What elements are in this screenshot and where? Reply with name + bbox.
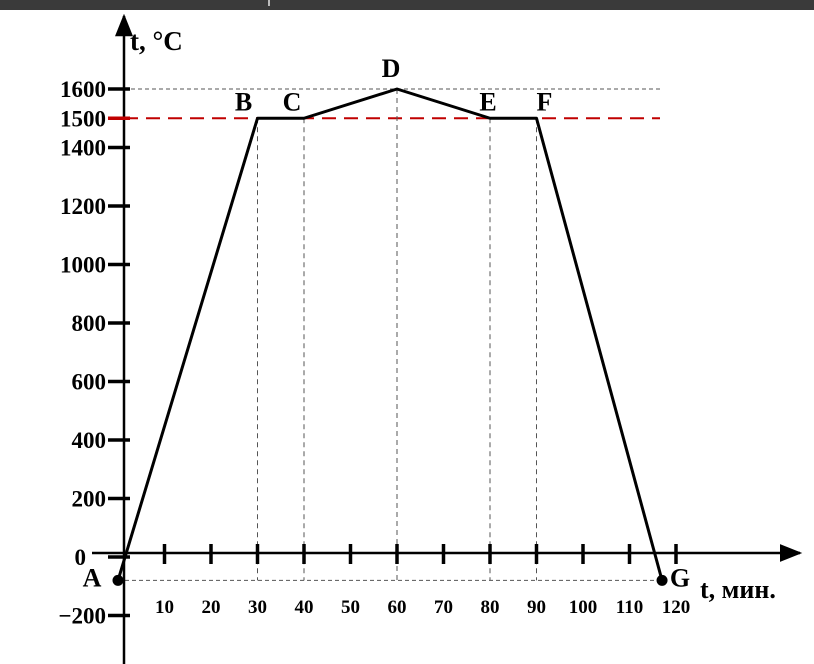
x-tick-label-120: 120 [662, 597, 691, 618]
point-label-G: G [670, 563, 690, 592]
x-tick-label-110: 110 [616, 597, 643, 618]
x-tick-label-50: 50 [341, 597, 360, 618]
x-tick-label-70: 70 [434, 597, 453, 618]
x-tick-label-20: 20 [202, 597, 221, 618]
point-marker-G [656, 574, 668, 586]
point-label-B: B [235, 87, 252, 116]
y-tick-label-1400: 1400 [60, 136, 106, 161]
y-tick-label-1200: 1200 [60, 194, 106, 219]
y-tick-label-400: 400 [72, 428, 107, 453]
point-label-E: E [479, 87, 496, 116]
x-tick-label-40: 40 [295, 597, 314, 618]
point-label-C: C [283, 87, 302, 116]
x-tick-label-10: 10 [155, 597, 174, 618]
x-tick-label-60: 60 [388, 597, 407, 618]
y-tick-label-200: 200 [72, 487, 107, 512]
y-tick-label-1600: 1600 [60, 77, 106, 102]
y-tick-label--200: −200 [58, 604, 106, 629]
x-tick-label-100: 100 [569, 597, 598, 618]
y-axis-label: t, °C [130, 26, 183, 56]
y-tick-label-800: 800 [72, 311, 107, 336]
y-tick-label-1000: 1000 [60, 253, 106, 278]
x-ticks: 10 20 30 40 50 60 70 80 90 100 110 120 [155, 544, 690, 618]
y-tick-label-1500: 1500 [60, 106, 106, 131]
x-tick-label-80: 80 [481, 597, 500, 618]
x-tick-label-90: 90 [527, 597, 546, 618]
y-tick-label-0: 0 [75, 545, 87, 570]
point-label-D: D [382, 54, 401, 83]
point-marker-A [112, 574, 124, 586]
window-top-bar [0, 0, 814, 10]
series-line [116, 87, 664, 581]
point-label-F: F [537, 87, 553, 116]
x-tick-label-30: 30 [248, 597, 267, 618]
data-series: A B C D E F G [83, 54, 691, 592]
y-tick-label-600: 600 [72, 370, 107, 395]
guide-lines [118, 88, 663, 581]
point-label-A: A [83, 563, 102, 592]
y-ticks: −200 200 400 600 800 1000 1200 1400 1500 1600 0 [58, 77, 130, 629]
top-bar-marker [268, 0, 270, 6]
x-axis-label: t, мин. [700, 575, 776, 604]
